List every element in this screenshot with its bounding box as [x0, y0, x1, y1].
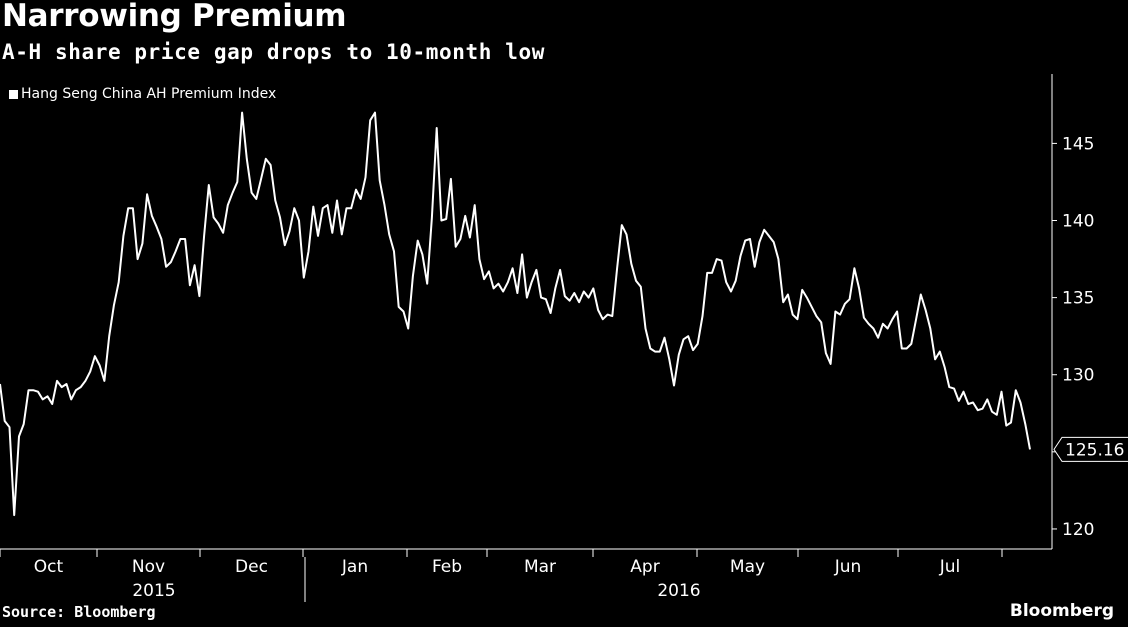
x-month-label: Apr — [630, 557, 659, 577]
y-axis: 120125130135140145 — [1051, 74, 1094, 549]
x-year-label: 2015 — [132, 581, 175, 601]
last-value-label: 125.16 — [1065, 440, 1124, 460]
chart-title: Narrowing Premium — [2, 0, 347, 34]
x-month-label: Jan — [341, 557, 368, 577]
y-tick-label: 140 — [1062, 212, 1094, 232]
x-month-label: Dec — [235, 557, 268, 577]
last-value-marker: 125.16 — [1053, 436, 1128, 462]
x-month-label: May — [730, 557, 765, 577]
x-month-label: Feb — [432, 557, 462, 577]
y-tick-label: 130 — [1062, 366, 1094, 386]
x-month-label: Mar — [524, 557, 556, 577]
y-tick-label: 145 — [1062, 134, 1094, 154]
chart-subtitle: A-H share price gap drops to 10-month lo… — [2, 40, 545, 64]
y-tick-label: 120 — [1062, 520, 1094, 540]
x-month-label: Jun — [834, 557, 862, 577]
source-note: Source: Bloomberg — [2, 603, 156, 621]
legend-label: Hang Seng China AH Premium Index — [21, 86, 277, 102]
x-axis: Oct Nov Dec Jan Feb Mar Apr May Jun Jul 2015 2016 — [0, 548, 1052, 602]
chart-legend: Hang Seng China AH Premium Index — [9, 86, 276, 102]
x-month-label: Oct — [34, 557, 64, 577]
series-group — [0, 111, 1031, 517]
legend-swatch — [9, 89, 18, 99]
brand-logo: Bloomberg — [1009, 601, 1114, 621]
series-line — [0, 111, 1031, 517]
x-year-label: 2016 — [657, 581, 700, 601]
y-tick-label: 135 — [1062, 289, 1094, 309]
x-month-label: Jul — [939, 557, 961, 577]
last-value-box — [1053, 436, 1128, 462]
x-month-label: Nov — [132, 557, 165, 577]
